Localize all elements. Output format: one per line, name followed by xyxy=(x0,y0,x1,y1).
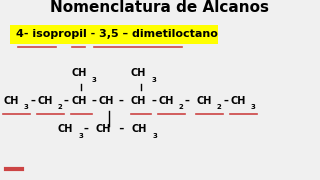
Text: CH: CH xyxy=(58,124,73,134)
Text: CH: CH xyxy=(71,68,86,78)
Text: CH: CH xyxy=(3,96,19,105)
Text: 3: 3 xyxy=(92,77,96,83)
Text: CH: CH xyxy=(131,68,146,78)
Text: 3: 3 xyxy=(251,104,256,110)
Text: 2: 2 xyxy=(179,104,183,110)
Text: –: – xyxy=(223,96,228,105)
Text: –: – xyxy=(64,96,69,105)
Text: –: – xyxy=(185,96,193,105)
Text: Nomenclatura de Alcanos: Nomenclatura de Alcanos xyxy=(51,0,269,15)
Text: 4- isopropil - 3,5 – dimetiloctano: 4- isopropil - 3,5 – dimetiloctano xyxy=(16,29,218,39)
Text: CH: CH xyxy=(96,124,111,134)
Text: 3: 3 xyxy=(78,133,83,139)
FancyBboxPatch shape xyxy=(10,25,218,44)
Text: CH: CH xyxy=(196,96,212,105)
Text: –: – xyxy=(30,96,35,105)
Text: CH: CH xyxy=(132,124,147,134)
Text: 3: 3 xyxy=(152,133,157,139)
Text: –: – xyxy=(92,96,96,105)
Text: CH: CH xyxy=(37,96,52,105)
Text: CH: CH xyxy=(230,96,246,105)
Text: 3: 3 xyxy=(151,77,156,83)
Text: 3: 3 xyxy=(24,104,28,110)
Text: CH: CH xyxy=(71,96,86,105)
Text: 2: 2 xyxy=(58,104,62,110)
Text: 2: 2 xyxy=(217,104,222,110)
Text: –: – xyxy=(151,96,156,105)
Text: –: – xyxy=(84,124,93,134)
Text: –: – xyxy=(116,124,128,134)
Text: CH: CH xyxy=(99,96,114,105)
Text: CH: CH xyxy=(131,96,146,105)
Text: –: – xyxy=(119,96,127,105)
Text: CH: CH xyxy=(158,96,173,105)
